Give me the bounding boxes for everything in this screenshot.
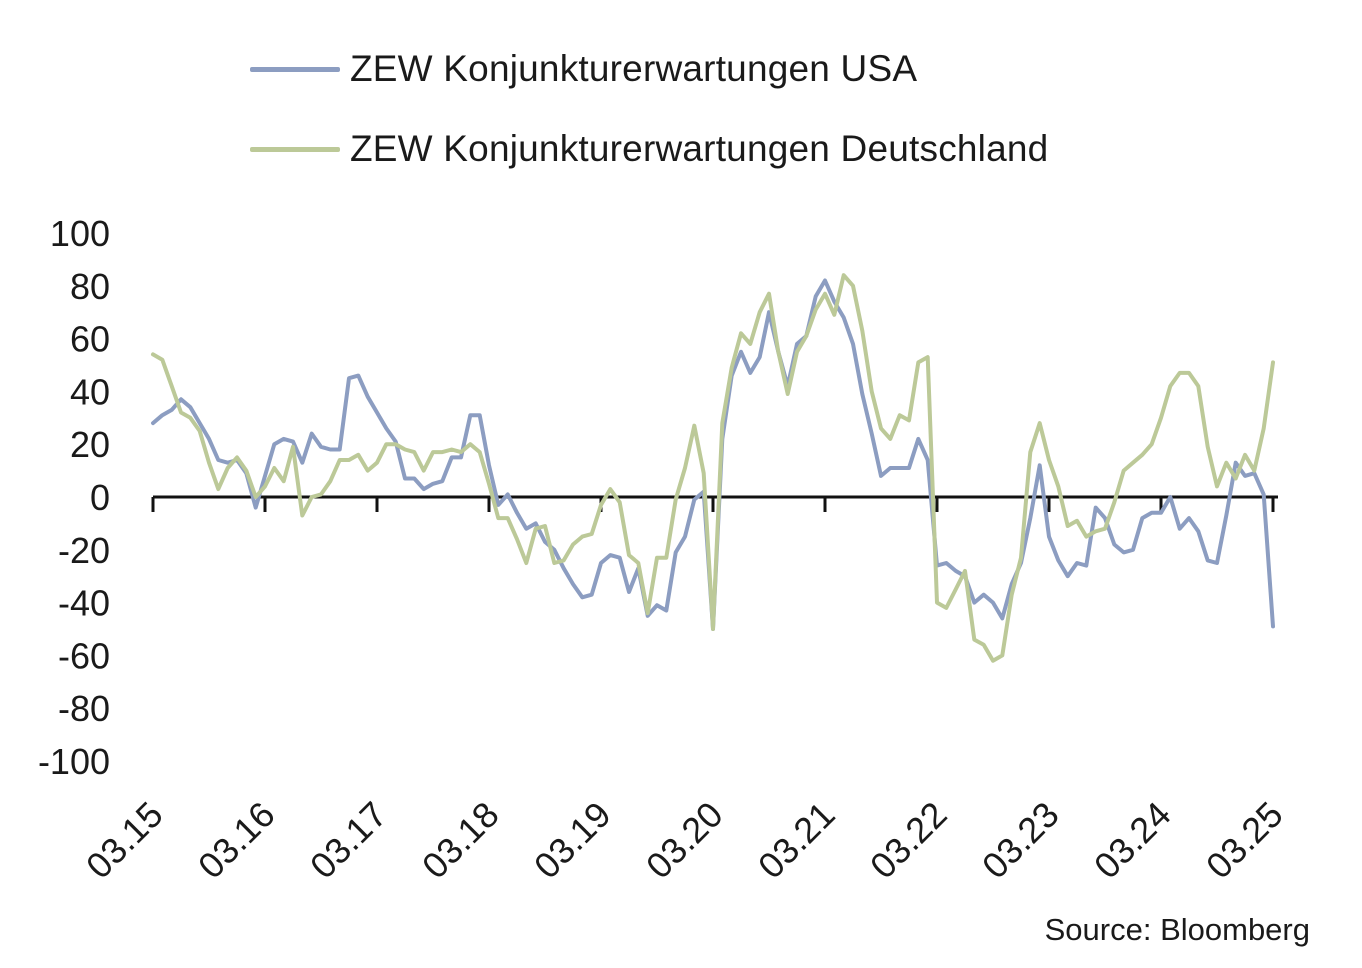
y-tick-label: -60: [58, 635, 110, 676]
x-tick-label: 03.20: [638, 794, 731, 887]
y-tick-label: 0: [90, 477, 110, 518]
x-tick-label: 03.25: [1198, 794, 1291, 887]
legend-swatch-deutschland: [250, 146, 340, 152]
legend-item-deutschland: ZEW Konjunkturerwartungen Deutschland: [250, 120, 1048, 178]
legend-label-deutschland: ZEW Konjunkturerwartungen Deutschland: [350, 128, 1049, 169]
y-tick-label: 60: [70, 319, 110, 360]
y-tick-label: 80: [70, 266, 110, 307]
y-tick-label: -40: [58, 583, 110, 624]
y-tick-label: -20: [58, 530, 110, 571]
legend-label-usa: ZEW Konjunkturerwartungen USA: [350, 48, 918, 89]
y-tick-label: -100: [38, 741, 110, 782]
y-tick-label: -80: [58, 688, 110, 729]
y-axis-ticks: 100 80 60 40 20 0 -20 -40 -60 -80 -100: [38, 213, 110, 782]
y-tick-label: 100: [50, 213, 110, 254]
series-line-deutschland: [151, 273, 1275, 663]
legend: ZEW Konjunkturerwartungen USA ZEW Konjun…: [250, 40, 1048, 200]
source-note: Source: Bloomberg: [1044, 912, 1310, 947]
x-tick-label: 03.22: [862, 794, 955, 887]
y-tick-label: 40: [70, 371, 110, 412]
legend-swatch-usa: [250, 66, 340, 72]
x-tick-label: 03.21: [750, 794, 843, 887]
x-tick-label: 03.18: [414, 794, 507, 887]
x-axis-ticks: 03.15 03.16 03.17 03.18 03.19 03.20 03.21 03.22…: [78, 497, 1291, 886]
y-tick-label: 20: [70, 424, 110, 465]
x-tick-label: 03.16: [190, 794, 283, 887]
x-tick-label: 03.23: [974, 794, 1067, 887]
x-tick-label: 03.24: [1086, 794, 1179, 887]
x-tick-label: 03.19: [526, 794, 619, 887]
series-line-usa: [151, 278, 1275, 631]
legend-item-usa: ZEW Konjunkturerwartungen USA: [250, 40, 1048, 98]
x-tick-label: 03.17: [302, 794, 395, 887]
x-tick-label: 03.15: [78, 794, 171, 887]
series-lines: [151, 273, 1275, 663]
